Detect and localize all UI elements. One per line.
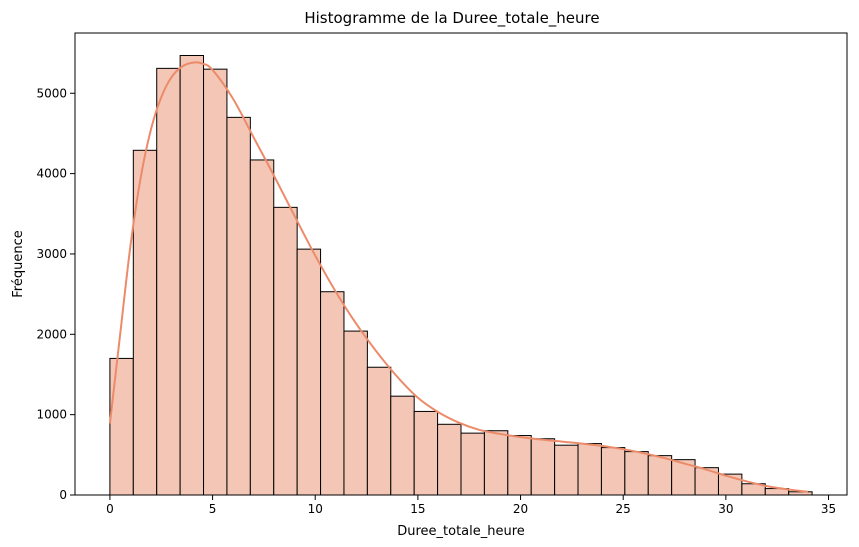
histogram-bar — [413, 410, 439, 496]
histogram-bar — [366, 366, 392, 496]
histogram-bar — [156, 67, 181, 496]
y-tick-label: 1000 — [36, 408, 67, 422]
histogram-bar — [249, 159, 275, 496]
x-tick-label: 35 — [821, 502, 836, 516]
histogram-bar — [507, 435, 532, 496]
y-tick-label: 3000 — [36, 247, 67, 261]
histogram-bar — [600, 447, 626, 496]
histogram-bar — [109, 357, 134, 496]
x-tick-label: 20 — [513, 502, 528, 516]
x-tick-label: 15 — [410, 502, 425, 516]
y-axis-ticks: 0 1000 2000 3000 4000 5000 — [36, 86, 75, 502]
histogram-bar — [530, 438, 556, 496]
y-tick-label: 5000 — [36, 86, 67, 100]
y-tick-label: 2000 — [36, 327, 67, 341]
histogram-bar — [343, 330, 368, 496]
histogram-bar — [483, 430, 509, 496]
x-tick-label: 5 — [209, 502, 217, 516]
plot-frame — [74, 32, 848, 496]
histogram-bar — [203, 68, 228, 496]
chart-title: Histogramme de la Duree_totale_heure — [304, 9, 599, 28]
histogram-bar — [624, 451, 649, 496]
histogram-bar — [647, 455, 673, 496]
x-tick-label: 10 — [308, 502, 323, 516]
x-tick-label: 0 — [106, 502, 114, 516]
kde-curve — [108, 61, 809, 493]
x-tick-label: 25 — [616, 502, 631, 516]
histogram-bar — [296, 248, 322, 496]
histogram-bar — [226, 116, 251, 496]
histogram-bar — [390, 395, 415, 496]
histogram-bar — [554, 444, 579, 496]
y-axis-label: Fréquence — [11, 230, 26, 297]
histogram-bar — [460, 432, 485, 496]
histogram-bar — [577, 443, 602, 496]
histogram-bars — [109, 54, 813, 496]
y-tick-label: 4000 — [36, 167, 67, 181]
x-tick-label: 30 — [718, 502, 733, 516]
x-axis-ticks: 0 5 10 15 20 25 30 35 — [106, 495, 836, 516]
histogram-bar — [273, 206, 298, 496]
histogram-bar — [179, 54, 205, 496]
y-tick-label: 0 — [59, 488, 67, 502]
histogram-bar — [320, 291, 345, 496]
x-axis-label: Duree_totale_heure — [397, 524, 525, 539]
histogram-bar — [437, 423, 462, 496]
